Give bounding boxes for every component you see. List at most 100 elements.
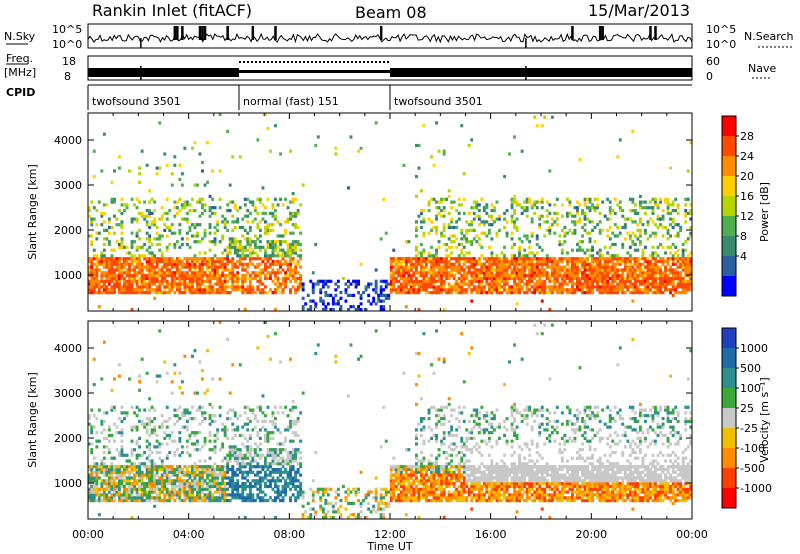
- cell-1604: [394, 257, 398, 261]
- cell-2806: [583, 291, 587, 295]
- cell-853: [213, 276, 217, 281]
- cell-2696: [566, 271, 569, 275]
- cell-172: [113, 482, 116, 486]
- cell-815: [208, 285, 212, 289]
- cell-1618: [399, 285, 403, 289]
- cell-1097: [248, 242, 252, 247]
- cell-1825: [432, 163, 436, 167]
- cell-1361: [291, 268, 295, 272]
- cell-1983: [455, 209, 459, 213]
- cell-638: [180, 217, 184, 221]
- cell-1319: [284, 439, 287, 443]
- cell-1531: [369, 282, 373, 286]
- cell-917: [223, 493, 227, 497]
- cell-1438: [311, 271, 315, 275]
- cell-3324: [656, 206, 660, 210]
- cell-1879: [440, 214, 443, 218]
- cell-147: [107, 217, 111, 221]
- cell-1116: [251, 200, 255, 204]
- cell-245: [123, 262, 126, 266]
- cell-2486: [530, 203, 534, 207]
- cell-666: [185, 262, 189, 266]
- cell-1292: [279, 405, 282, 409]
- cell-1141: [256, 237, 260, 241]
- cell-1606: [397, 288, 401, 292]
- cell-58: [95, 271, 99, 275]
- cell-273: [128, 479, 131, 483]
- cell-1044: [241, 459, 245, 463]
- cell-247: [123, 465, 126, 469]
- cbar-0-tick-4: 12: [740, 210, 754, 223]
- cell-2787: [578, 203, 582, 207]
- cell-3370: [664, 225, 667, 230]
- cell-1223: [269, 223, 272, 227]
- cell-1522: [362, 291, 365, 295]
- cell-978: [231, 445, 235, 449]
- cell-2697: [566, 268, 569, 272]
- cell-3353: [661, 245, 665, 249]
- cell-1452: [321, 308, 325, 312]
- cell-2122: [477, 279, 481, 283]
- cell-2394: [518, 262, 521, 266]
- cell-2383: [515, 203, 519, 207]
- cell-361: [140, 268, 144, 272]
- cell-1359: [291, 482, 295, 486]
- cell-817: [208, 279, 212, 283]
- cell-406: [148, 276, 152, 281]
- cell-2296: [503, 175, 506, 179]
- cell-422: [148, 209, 152, 213]
- cell-2674: [560, 242, 564, 247]
- cell-570: [170, 257, 174, 261]
- cell-3476: [681, 288, 685, 292]
- cell-513: [163, 496, 167, 500]
- cell-2607: [550, 274, 554, 278]
- cell-1826: [435, 291, 438, 295]
- cell-1382: [294, 265, 298, 269]
- cell-3402: [669, 245, 672, 249]
- cell-1929: [447, 259, 451, 264]
- cell-275: [128, 473, 131, 477]
- cell-808: [206, 262, 209, 266]
- cell-3500: [684, 259, 688, 264]
- cell-3255: [649, 288, 652, 292]
- cell-2312: [505, 209, 509, 213]
- cell-2412: [520, 259, 524, 264]
- cell-2765: [576, 257, 579, 261]
- cell-941: [226, 245, 230, 249]
- cell-717: [193, 473, 197, 477]
- cell-846: [211, 419, 214, 423]
- cell-1485: [339, 308, 343, 312]
- cell-2928: [598, 254, 602, 258]
- cell-3313: [656, 282, 660, 286]
- cell-1521: [359, 146, 363, 150]
- cell-1529: [367, 282, 371, 286]
- cell-750: [198, 487, 202, 491]
- cell-750: [198, 279, 202, 283]
- cell-468: [155, 479, 159, 483]
- cell-483: [158, 487, 162, 491]
- cell-401: [148, 499, 152, 503]
- cell-178: [113, 248, 116, 252]
- cell-2172: [485, 271, 489, 275]
- cell-1412: [299, 265, 303, 269]
- cell-545: [165, 163, 169, 167]
- cell-98: [102, 285, 106, 289]
- cell-1187: [264, 456, 267, 460]
- cell-79: [97, 439, 101, 443]
- cell-233: [120, 428, 124, 432]
- cell-1882: [440, 197, 443, 201]
- cell-377: [143, 254, 147, 258]
- cell-614: [178, 271, 182, 275]
- cell-881: [216, 428, 220, 432]
- cell-2700: [566, 257, 569, 261]
- cell-901: [221, 282, 225, 286]
- cell-2025: [462, 271, 466, 275]
- cell-897: [218, 112, 222, 116]
- cell-458: [153, 428, 157, 432]
- cell-700: [191, 271, 194, 275]
- cell-2190: [487, 265, 491, 269]
- cell-838: [211, 482, 214, 486]
- cell-1902: [442, 206, 446, 210]
- cell-125: [105, 259, 109, 264]
- cell-590: [173, 408, 177, 412]
